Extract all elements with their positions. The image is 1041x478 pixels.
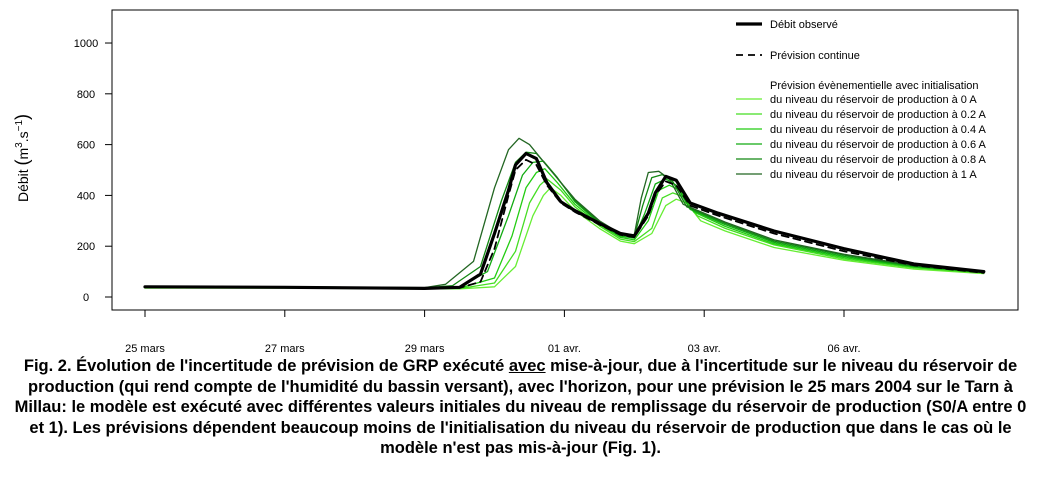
legend-label: du niveau du réservoir de production à 0… bbox=[770, 94, 977, 106]
x-tick-label: 27 mars bbox=[265, 343, 305, 355]
figure-caption: Fig. 2. Évolution de l'incertitude de pr… bbox=[8, 356, 1033, 459]
y-axis-label-sup1: 3 bbox=[14, 142, 25, 148]
legend-label: du niveau du réservoir de production à 0… bbox=[770, 139, 987, 151]
y-axis-label: Débit (m3.s−1) bbox=[12, 114, 32, 202]
y-axis-label-sup2: −1 bbox=[14, 120, 25, 132]
series-line bbox=[144, 168, 985, 290]
y-axis-label-paren-open: ( bbox=[12, 159, 32, 165]
series-line bbox=[144, 187, 985, 290]
caption-underlined: avec bbox=[508, 357, 546, 375]
series-line bbox=[144, 158, 985, 290]
x-tick-label: 29 mars bbox=[405, 343, 445, 355]
legend-label: du niveau du réservoir de production à 1… bbox=[770, 169, 977, 181]
y-tick-label: 400 bbox=[77, 190, 95, 202]
x-tick-label: 03 avr. bbox=[688, 343, 721, 355]
x-tick-label: 25 mars bbox=[125, 343, 165, 355]
y-axis: 0 200 400 600 800 1000 bbox=[74, 38, 113, 304]
y-tick-label: 1000 bbox=[74, 38, 98, 50]
legend-group-title: Prévision évènementielle avec initialisa… bbox=[770, 80, 979, 92]
y-axis-label-paren-close: ) bbox=[12, 114, 32, 120]
series-line bbox=[144, 178, 985, 290]
series-line bbox=[143, 151, 986, 290]
legend-label: du niveau du réservoir de production à 0… bbox=[770, 124, 987, 136]
legend-label: du niveau du réservoir de production à 0… bbox=[770, 109, 987, 121]
caption-part1: Fig. 2. Évolution de l'incertitude de pr… bbox=[23, 357, 509, 375]
legend-label: du niveau du réservoir de production à 0… bbox=[770, 154, 987, 166]
legend-label: Débit observé bbox=[770, 19, 838, 31]
y-axis-label-text: Débit bbox=[15, 169, 31, 202]
y-tick-label: 200 bbox=[77, 241, 95, 253]
x-tick-label: 01 avr. bbox=[548, 343, 581, 355]
y-axis-label-unit: m bbox=[15, 148, 31, 160]
y-axis-label-mid: .s bbox=[15, 131, 31, 142]
x-tick-label: 06 avr. bbox=[827, 343, 860, 355]
y-tick-label: 600 bbox=[77, 140, 95, 152]
y-tick-label: 800 bbox=[77, 89, 95, 101]
caption-part2: mise-à-jour, due à l'incertitude sur le … bbox=[14, 357, 1027, 457]
y-tick-label: 0 bbox=[83, 292, 89, 304]
legend-label: Prévision continue bbox=[770, 50, 860, 62]
legend: Débit observé Prévision continue Prévision… bbox=[736, 19, 987, 181]
x-axis: 25 mars 27 mars 29 mars 01 avr. 03 avr. 06 av… bbox=[125, 309, 861, 355]
discharge-chart: 0 200 400 600 800 1000 25 mars 27 mars 29 mars 0… bbox=[12, 9, 1019, 355]
series-layer bbox=[143, 137, 986, 290]
